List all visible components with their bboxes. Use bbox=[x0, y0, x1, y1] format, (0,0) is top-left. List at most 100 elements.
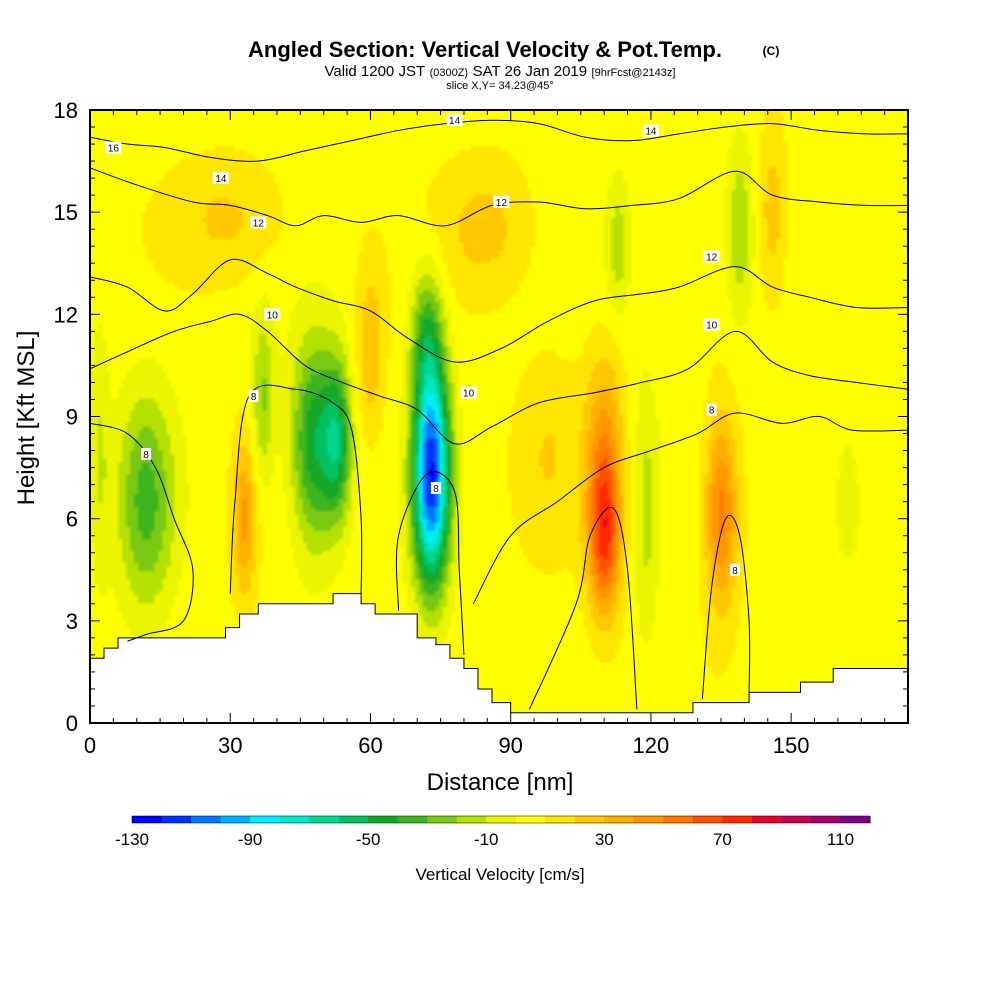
contour-label-bg bbox=[703, 250, 720, 263]
colorbar-title: Vertical Velocity [cm/s] bbox=[415, 865, 584, 884]
contour-line-8 bbox=[395, 471, 465, 655]
forecast-info: [9hrFcst@2143z] bbox=[592, 67, 676, 79]
x-tick-label: 30 bbox=[218, 733, 242, 758]
contour-label-text: 12 bbox=[496, 198, 508, 209]
colorbar-swatch bbox=[309, 816, 340, 823]
x-tick-label: 60 bbox=[358, 733, 382, 758]
contour-label-text: 10 bbox=[267, 310, 279, 321]
contour-label-14: 14 bbox=[212, 172, 229, 185]
x-tick-label: 0 bbox=[84, 733, 96, 758]
colorbar bbox=[131, 815, 871, 824]
colorbar-tick-label: 30 bbox=[595, 830, 614, 849]
colorbar-swatch bbox=[368, 816, 399, 823]
contour-label-bg bbox=[105, 141, 122, 154]
contour-label-8: 8 bbox=[430, 482, 441, 495]
contour-label-text: 12 bbox=[706, 252, 718, 263]
chart-title: Angled Section: Vertical Velocity & Pot.… bbox=[248, 37, 722, 62]
contour-label-bg bbox=[141, 447, 152, 460]
contour-label-bg bbox=[703, 318, 720, 331]
contour-label-bg bbox=[706, 403, 717, 416]
colorbar-swatch bbox=[515, 816, 546, 823]
colorbar-swatch bbox=[781, 816, 812, 823]
contour-label-8: 8 bbox=[248, 390, 259, 403]
colorbar-labels: -130 -90 -50 -10 30 70 110 bbox=[115, 830, 854, 849]
contour-line-8 bbox=[528, 506, 638, 710]
valid-zulu: (0300Z) bbox=[430, 67, 469, 79]
contour-line-8 bbox=[90, 422, 194, 642]
colorbar-swatch bbox=[574, 816, 605, 823]
x-tick-label: 90 bbox=[498, 733, 522, 758]
colorbar-swatch bbox=[663, 816, 694, 823]
colorbar-tick-label: -10 bbox=[474, 830, 499, 849]
y-tick-label: 0 bbox=[66, 711, 78, 736]
contour-label-12: 12 bbox=[493, 195, 510, 209]
contour-label-bg bbox=[430, 482, 441, 495]
contour-label-8: 8 bbox=[141, 447, 152, 461]
contour-line-12 bbox=[90, 258, 908, 363]
x-tick-label: 120 bbox=[633, 733, 670, 758]
colorbar-swatch bbox=[545, 816, 576, 823]
terrain-mask bbox=[90, 593, 908, 723]
contour-label-text: 16 bbox=[108, 143, 120, 154]
pot-temp-contours bbox=[90, 119, 908, 710]
contour-label-14: 14 bbox=[446, 114, 463, 127]
slice-info: slice X,Y= 34.23@45° bbox=[446, 80, 554, 92]
colorbar-swatch bbox=[810, 816, 841, 823]
x-axis: 0 30 60 90 120 150 bbox=[84, 110, 909, 758]
chart-subtitle: Valid 1200 JST (0300Z) SAT 26 Jan 2019 [… bbox=[325, 63, 676, 80]
contour-label-8: 8 bbox=[730, 563, 741, 577]
y-tick-label: 12 bbox=[54, 302, 78, 327]
colorbar-swatch bbox=[338, 816, 369, 823]
y-tick-label: 3 bbox=[66, 609, 78, 634]
contour-label-10: 10 bbox=[264, 308, 281, 321]
contour-line-10 bbox=[90, 313, 908, 445]
contour-label-12: 12 bbox=[703, 250, 720, 263]
contour-label-text: 14 bbox=[645, 126, 657, 137]
colorbar-tick-label: -50 bbox=[356, 830, 381, 849]
contour-label-text: 10 bbox=[463, 389, 475, 400]
contour-label-text: 10 bbox=[706, 321, 718, 332]
colorbar-swatch bbox=[220, 816, 251, 823]
contour-line-8 bbox=[229, 384, 363, 594]
contour-label-14: 14 bbox=[642, 124, 659, 137]
y-axis: 0 3 6 9 12 15 18 bbox=[54, 98, 908, 736]
colorbar-swatch bbox=[633, 816, 664, 823]
contour-line-16 bbox=[90, 119, 908, 162]
colorbar-swatch bbox=[427, 816, 458, 823]
colorbar-tick-label: 70 bbox=[713, 830, 732, 849]
contour-label-bg bbox=[212, 172, 229, 185]
contour-label-16: 16 bbox=[105, 141, 122, 154]
contour-label-text: 14 bbox=[449, 116, 461, 127]
contour-label-bg bbox=[493, 195, 510, 208]
contour-label-bg bbox=[248, 390, 259, 403]
colorbar-swatch bbox=[132, 816, 163, 823]
contour-labels: 16 14 14 14 12 12 12 10 10 10 8 8 8 8 8 bbox=[105, 114, 741, 577]
contour-label-bg bbox=[446, 114, 463, 127]
chart-title-units: (C) bbox=[763, 44, 780, 58]
colorbar-swatch bbox=[692, 816, 723, 823]
contour-label-text: 8 bbox=[433, 484, 439, 495]
y-tick-label: 18 bbox=[54, 98, 78, 123]
contour-label-bg bbox=[460, 386, 477, 399]
colorbar-tick-label: -130 bbox=[115, 830, 149, 849]
x-tick-label: 150 bbox=[773, 733, 810, 758]
y-tick-label: 9 bbox=[66, 405, 78, 430]
valid-time: Valid 1200 JST bbox=[325, 63, 426, 80]
colorbar-swatch bbox=[840, 816, 871, 823]
colorbar-swatch bbox=[397, 816, 428, 823]
contour-line-14 bbox=[90, 167, 908, 227]
contour-line-8 bbox=[472, 412, 908, 605]
plot-area: 16 14 14 14 12 12 12 10 10 10 8 8 8 8 8 bbox=[90, 110, 908, 723]
colorbar-tick-label: 110 bbox=[827, 830, 854, 849]
contour-label-text: 8 bbox=[251, 392, 257, 403]
contour-label-text: 8 bbox=[709, 406, 715, 417]
colorbar-swatch bbox=[751, 816, 782, 823]
contour-label-8: 8 bbox=[706, 403, 717, 417]
colorbar-swatch bbox=[456, 816, 487, 823]
contour-label-bg bbox=[730, 563, 741, 576]
y-axis-title: Height [Kft MSL] bbox=[13, 331, 40, 506]
colorbar-swatch bbox=[722, 816, 753, 823]
contour-label-10: 10 bbox=[460, 386, 477, 400]
colorbar-frame bbox=[131, 815, 871, 824]
